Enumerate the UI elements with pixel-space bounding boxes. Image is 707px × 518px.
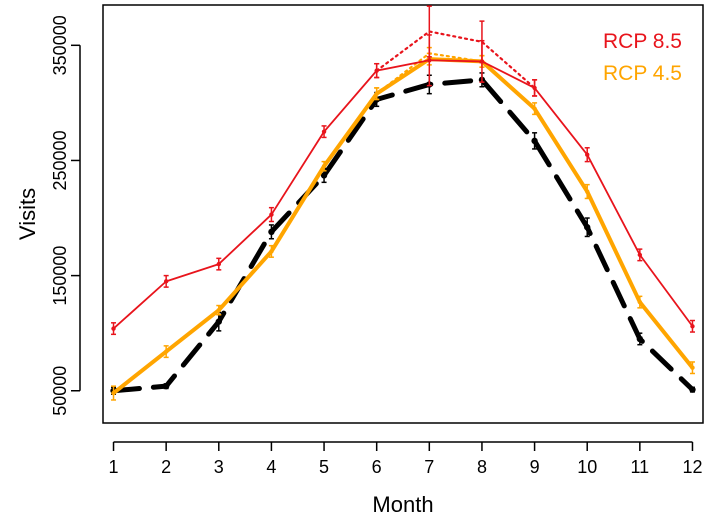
error-bar — [374, 62, 380, 79]
series-line — [111, 57, 695, 396]
data-point — [585, 189, 590, 194]
x-tick-label: 9 — [530, 457, 540, 477]
y-tick-label: 50000 — [50, 366, 70, 416]
x-tick-label: 10 — [577, 457, 597, 477]
data-point — [637, 299, 643, 305]
data-point — [321, 164, 327, 169]
plot-frame — [102, 4, 704, 424]
x-tick-label: 12 — [682, 457, 702, 477]
data-point — [216, 307, 221, 313]
x-tick-label: 3 — [214, 457, 224, 477]
data-point — [111, 326, 116, 331]
x-axis-title: Month — [372, 492, 433, 517]
x-tick-label: 11 — [630, 457, 649, 477]
y-tick-label: 250000 — [50, 130, 70, 190]
data-point — [321, 129, 327, 134]
error-bar — [374, 87, 380, 101]
data-point — [584, 224, 591, 231]
data-point — [215, 318, 222, 325]
data-point — [163, 349, 169, 354]
x-tick-label: 7 — [424, 457, 434, 477]
x-tick-label: 1 — [109, 457, 119, 477]
data-point — [636, 335, 644, 343]
data-point — [690, 324, 695, 329]
data-point — [216, 261, 221, 267]
x-tick-label: 8 — [477, 457, 487, 477]
data-point — [585, 152, 590, 157]
series-4 — [374, 5, 538, 97]
data-point — [162, 382, 170, 390]
x-tick-label: 2 — [161, 457, 171, 477]
error-bar — [479, 20, 485, 64]
series-line — [375, 30, 536, 90]
data-point — [320, 172, 328, 179]
legend-entry-rcp45: RCP 4.5 — [603, 62, 682, 85]
legend-entry-rcp85: RCP 8.5 — [603, 30, 682, 53]
x-tick-label: 5 — [319, 457, 329, 477]
x-tick-label: 4 — [266, 457, 276, 477]
data-point — [689, 386, 696, 393]
data-point — [690, 365, 695, 370]
series-line — [111, 77, 695, 394]
series-layer — [110, 5, 696, 401]
data-point — [163, 279, 169, 284]
x-tick-label: 6 — [372, 457, 382, 477]
y-axis-title: Visits — [15, 188, 40, 240]
data-point — [532, 106, 537, 111]
data-point — [269, 212, 274, 217]
data-point — [427, 58, 432, 63]
data-point — [531, 137, 538, 145]
data-point — [111, 390, 116, 396]
series-line — [112, 59, 694, 330]
y-tick-label: 350000 — [50, 15, 70, 75]
data-point — [269, 249, 274, 254]
error-bar — [426, 5, 432, 58]
y-tick-label: 150000 — [50, 246, 70, 306]
error-bar — [532, 79, 538, 97]
data-point — [268, 228, 275, 236]
data-point — [637, 252, 643, 258]
series-1 — [111, 52, 695, 401]
